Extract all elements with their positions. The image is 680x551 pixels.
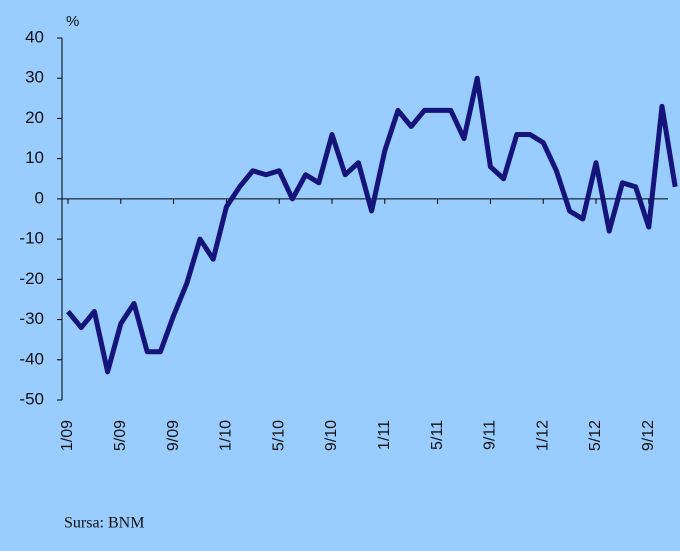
y-tick-label: -30	[19, 309, 44, 328]
y-tick-label: 20	[25, 108, 44, 127]
source-note: Sursa: BNM	[64, 515, 144, 532]
y-tick-label: 40	[25, 27, 44, 46]
x-tick-label: 1/11	[376, 420, 393, 450]
x-tick-label: 5/11	[429, 420, 446, 450]
y-tick-label: -50	[19, 389, 44, 408]
x-tick-label: 9/12	[640, 420, 657, 451]
x-tick-label: 1/09	[59, 420, 76, 451]
y-unit-label: %	[66, 13, 79, 30]
y-tick-label: -40	[19, 349, 44, 368]
y-tick-label: -20	[19, 269, 44, 288]
data-line	[66, 75, 678, 375]
y-tick-label: -10	[19, 229, 44, 248]
x-tick-label: 9/11	[482, 420, 499, 450]
y-tick-label: 10	[25, 148, 44, 167]
y-tick-label: 0	[35, 188, 44, 207]
x-tick-label: 9/10	[323, 420, 340, 451]
x-tick-label: 5/12	[587, 420, 604, 451]
x-tick-label: 9/09	[165, 420, 182, 451]
x-tick-label: 5/10	[270, 420, 287, 451]
x-tick-label: 5/09	[112, 420, 129, 451]
y-tick-label: 30	[25, 68, 44, 87]
x-tick-label: 1/10	[218, 420, 235, 451]
x-tick-label: 1/12	[534, 420, 551, 451]
